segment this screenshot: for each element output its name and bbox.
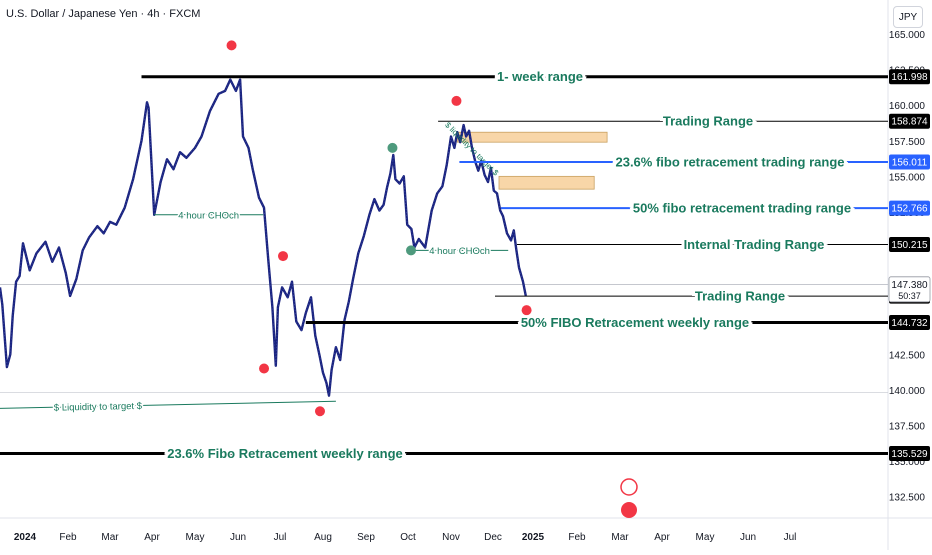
x-tick-label: Feb (568, 532, 586, 543)
y-tick-label: 142.500 (889, 350, 926, 361)
price-badge (889, 446, 930, 462)
current-price-label: 147.380 (891, 280, 928, 291)
red-marker (451, 95, 462, 106)
x-tick-label: Dec (484, 532, 502, 543)
x-tick-label: 2025 (522, 532, 545, 543)
event-icon (620, 478, 638, 496)
green-marker (406, 245, 417, 256)
choch-label: 4 hour CHOch (178, 210, 239, 221)
level-label: Trading Range (663, 114, 753, 129)
current-price-badge (888, 276, 931, 303)
level-label: 23.6% Fibo Retracement weekly range (167, 446, 403, 461)
x-tick-label: Feb (59, 532, 77, 543)
price-badge-label: 156.011 (892, 157, 928, 168)
current-price-countdown: 50:37 (898, 291, 921, 301)
price-badge (889, 154, 930, 170)
flag-icon (621, 502, 637, 518)
liquidity-label: $ Liquidity to target $ (54, 401, 143, 414)
liquidity-small-label: $ liquidity to target $ (443, 120, 500, 177)
y-tick-label: 137.500 (889, 421, 926, 432)
price-badge (889, 69, 930, 85)
x-tick-label: Jun (740, 532, 756, 543)
x-tick-label: May (186, 532, 205, 543)
red-marker (314, 406, 325, 417)
y-tick-label: 132.500 (889, 493, 926, 504)
red-marker (521, 305, 532, 316)
price-badge-label: 152.766 (891, 204, 928, 215)
choch-label: 4 hour CHOch (429, 246, 490, 257)
price-badge (889, 113, 930, 129)
liquidity-line (0, 400, 336, 409)
level-label: 50% FIBO Retracement weekly range (521, 315, 749, 330)
x-tick-label: 2024 (14, 532, 37, 543)
x-tick-label: May (696, 532, 715, 543)
price-series-line (0, 78, 527, 397)
x-tick-label: Aug (314, 532, 332, 543)
x-tick-label: Apr (144, 532, 160, 543)
x-tick-label: Mar (611, 532, 629, 543)
x-tick-label: Jul (274, 532, 287, 543)
level-label: 50% fibo retracement trading range (633, 201, 851, 216)
x-tick-label: Nov (442, 532, 460, 543)
green-marker (387, 142, 398, 153)
red-marker (226, 40, 237, 51)
x-tick-label: Apr (654, 532, 670, 543)
supply-zone (456, 131, 608, 143)
x-tick-label: Sep (357, 532, 375, 543)
chart-title: U.S. Dollar / Japanese Yen · 4h · FXCM (6, 8, 201, 20)
y-tick-label: 160.000 (889, 101, 926, 112)
level-label: Internal Trading Range (684, 237, 825, 252)
y-tick-label: 165.000 (889, 30, 926, 41)
price-badge-label: 161.998 (891, 72, 928, 83)
level-label: 1- week range (497, 69, 583, 84)
price-badge-label: 150.215 (891, 240, 928, 251)
y-tick-label: 157.500 (889, 137, 926, 148)
y-tick-label: 155.000 (889, 172, 926, 183)
x-tick-label: Jun (230, 532, 246, 543)
currency-badge[interactable]: JPY (893, 6, 923, 28)
x-tick-label: Oct (400, 532, 416, 543)
price-badge (889, 200, 930, 216)
price-badge (889, 236, 930, 252)
supply-zone (498, 175, 595, 190)
price-badge-label: 135.529 (891, 449, 928, 460)
price-badge-label: 158.874 (891, 117, 928, 128)
level-label: Trading Range (695, 289, 785, 304)
level-label: 23.6% fibo retracement trading range (615, 154, 844, 169)
y-tick-label: 140.000 (889, 386, 926, 397)
price-badge-label: 144.732 (891, 318, 928, 329)
x-tick-label: Mar (101, 532, 119, 543)
x-tick-label: Jul (784, 532, 797, 543)
red-marker (278, 251, 289, 262)
price-badge (889, 315, 930, 331)
red-marker (259, 363, 270, 374)
y-tick-label: 135.000 (889, 457, 926, 468)
